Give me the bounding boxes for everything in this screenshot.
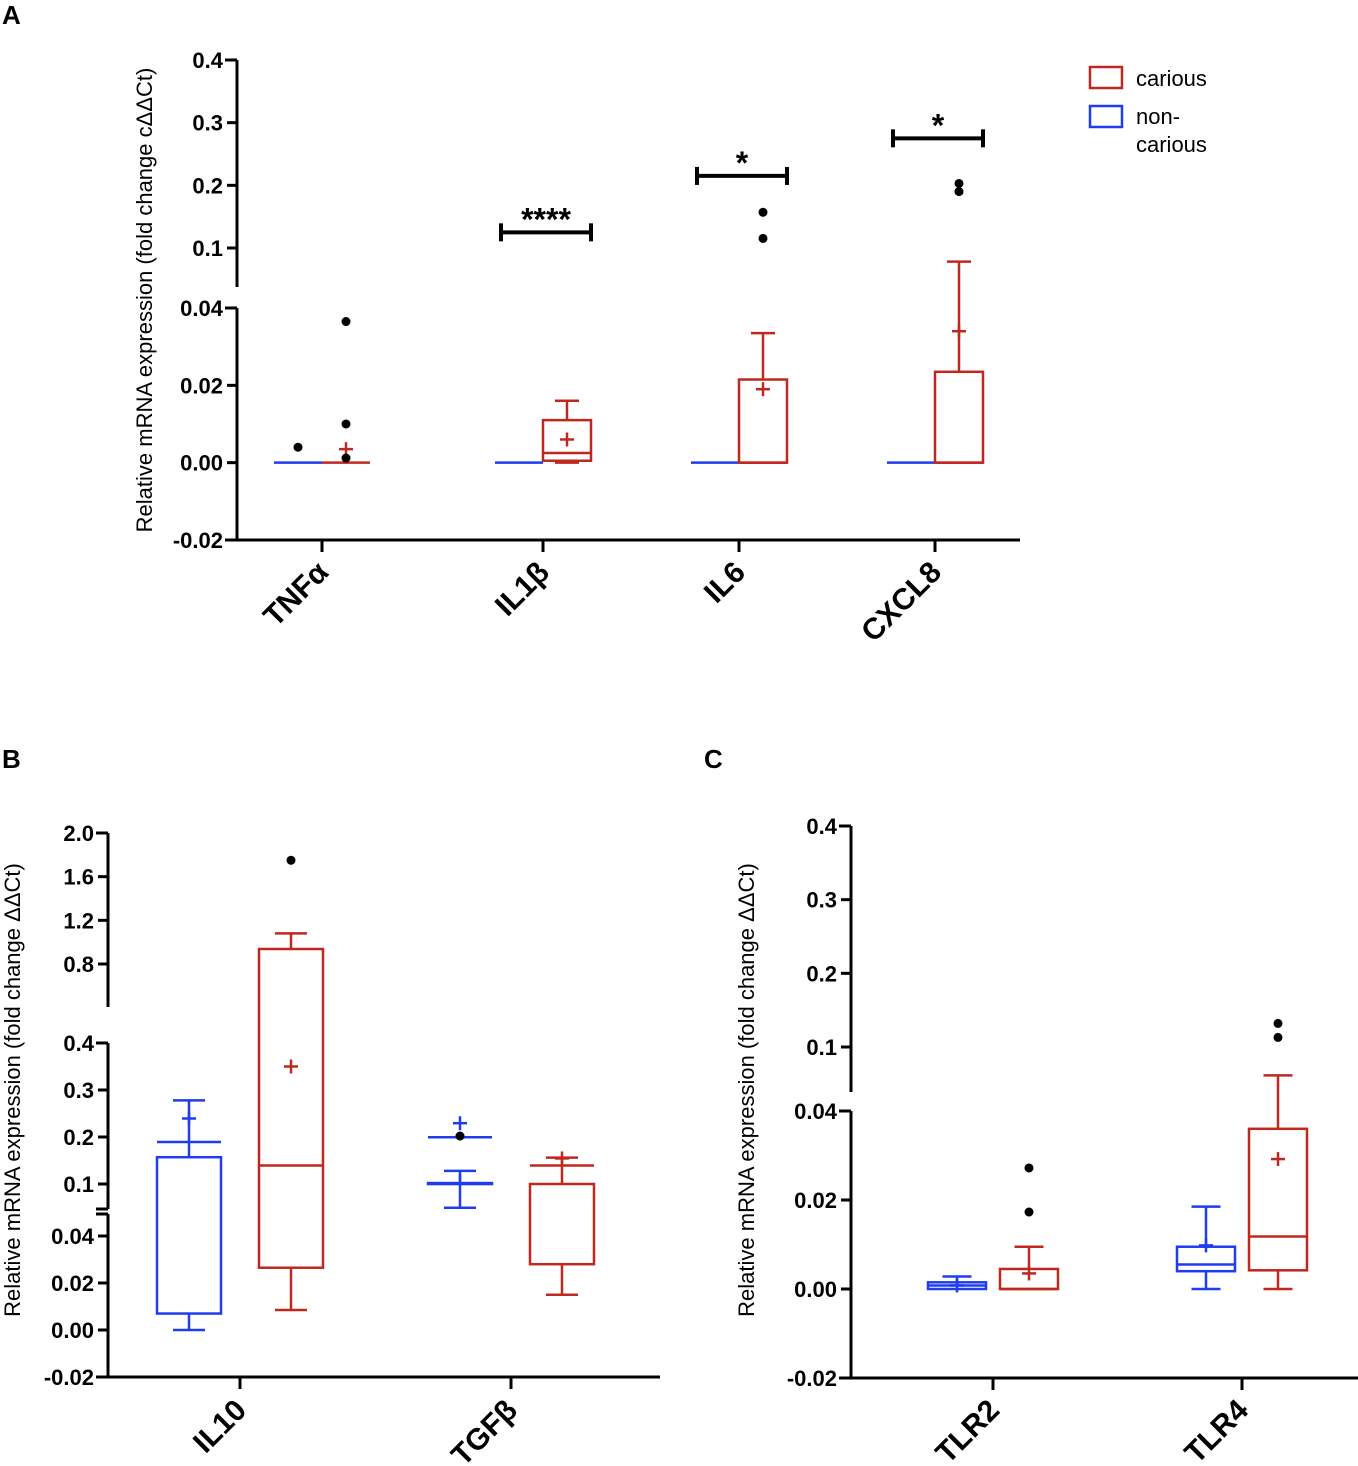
panel-b-box-il10-non-carious [155, 1099, 223, 1332]
box-body [257, 947, 325, 1269]
panel-c-y-tick-label: 0.2 [806, 961, 837, 986]
panel-b-y-tick-label: 1.6 [63, 865, 94, 890]
outlier-point [341, 419, 351, 429]
outlier-point [1024, 1163, 1034, 1173]
panel-b-y-tick-label: 0.04 [51, 1224, 95, 1249]
panel-b-y-tick-label: -0.02 [44, 1365, 94, 1390]
panel-c-y-tick-label: 0.4 [806, 814, 837, 839]
panel-a-x-tick-label-cxcl8: CXCL8 [855, 556, 948, 649]
plot-area-c: -0.02 0.00 0.02 0.04 0.1 0.2 0.3 0.4 TLR2 TLR4 [787, 814, 1358, 1466]
panel-b-y-tick-label: 0.1 [63, 1172, 94, 1197]
panel-a-box-tnfa-non-carious [274, 442, 322, 464]
significance-label: * [932, 107, 945, 143]
panel-a-significance-il6: * [695, 145, 789, 185]
panel-b-box-tgfb-carious [528, 1151, 596, 1296]
legend-label-carious: carious [1136, 66, 1207, 91]
panel-a-box-tnfa-carious [322, 317, 370, 464]
panel-a-significance-il1b: **** [499, 201, 593, 242]
panel-a-y-tick-label: 0.04 [180, 296, 224, 321]
panel-a-y-tick-label: 0.1 [192, 236, 223, 261]
outlier-point [341, 317, 351, 327]
panel-label-b: B [2, 744, 21, 774]
panel-b-y-tick-label: 0.4 [63, 1031, 94, 1056]
panel-a-y-tick-label: 0.02 [180, 373, 223, 398]
plot-area-b: -0.02 0.00 0.02 0.04 0.1 0.2 0.3 0.4 0.8 1.2 1.6 2.… [44, 821, 660, 1466]
panel-b-y-tick-label: 0.3 [63, 1078, 94, 1103]
outlier-point [341, 453, 351, 463]
panel-a-box-il1b-carious [541, 399, 593, 464]
y-axis-label-a: Relative mRNA expression (fold change cΔ… [132, 68, 157, 533]
outlier-point [1273, 1032, 1283, 1042]
panel-c-box-tlr4-non-carious [1175, 1205, 1237, 1291]
panel-c-y-tick-label: 0.1 [806, 1035, 837, 1060]
legend: carious non- carious [1088, 65, 1207, 157]
outlier-point [1024, 1207, 1034, 1217]
panel-b-y-tick-label: 0.02 [51, 1271, 94, 1296]
panel-b-y-tick-label: 0.8 [63, 952, 94, 977]
panel-c-y-tick-label: 0.02 [794, 1188, 837, 1213]
panel-a-y-tick-label: -0.02 [173, 528, 223, 553]
panel-b-x-tick-label-tgfb: TGFβ [445, 1394, 524, 1466]
panel-b-y-tick-label: 0.00 [51, 1318, 94, 1343]
plot-area-a: -0.02 0.00 0.02 0.04 0.1 0.2 0.3 0.4 TNFα IL1β IL6… [173, 48, 1020, 649]
outlier-point [954, 178, 964, 188]
panel-b-y-tick-label: 0.2 [63, 1125, 94, 1150]
panel-b-box-il10-carious [257, 855, 325, 1312]
panel-a: A Relative mRNA expression (fold change … [2, 0, 1020, 649]
panel-c-y-tick-label: 0.3 [806, 888, 837, 913]
panel-a-y-tick-label: 0.3 [192, 111, 223, 136]
panel-a-y-tick-label: 0.2 [192, 173, 223, 198]
box-body [426, 1181, 494, 1186]
outlier-point [954, 187, 964, 197]
outlier-point [758, 233, 768, 243]
panel-c-box-tlr2-non-carious [926, 1275, 988, 1293]
panel-a-box-cxcl8-carious [933, 178, 985, 464]
panel-a-y-tick-label: 0.4 [192, 48, 223, 73]
y-axis-label-b: Relative mRNA expression (fold change ΔΔ… [0, 863, 25, 1317]
panel-b-y-tick-label: 2.0 [63, 821, 94, 846]
panel-c-x-tick-label-tlr4: TLR4 [1179, 1393, 1256, 1466]
panel-c-box-tlr4-carious [1247, 1018, 1309, 1291]
panel-c-y-tick-label: 0.04 [794, 1099, 838, 1124]
outlier-point [455, 1131, 465, 1141]
panel-c-x-tick-label-tlr2: TLR2 [930, 1394, 1006, 1466]
panel-b: B Relative mRNA expression (fold change … [0, 744, 660, 1466]
box-body [528, 1182, 596, 1266]
panel-c-box-tlr2-carious [998, 1163, 1060, 1291]
outlier-point [293, 442, 303, 452]
panel-a-box-il6-carious [737, 207, 789, 464]
significance-label: **** [521, 201, 571, 237]
legend-label-non-carious-line2: carious [1136, 132, 1207, 157]
panel-c-y-tick-label: 0.00 [794, 1277, 837, 1302]
panel-a-y-tick-label: 0.00 [180, 451, 223, 476]
significance-label: * [736, 145, 749, 181]
panel-c-y-tick-label: -0.02 [787, 1366, 837, 1391]
panel-b-x-tick-label-il10: IL10 [187, 1394, 253, 1460]
panel-a-x-tick-label-il1b: IL1β [489, 556, 556, 623]
panel-label-a: A [2, 0, 21, 30]
box-body [541, 418, 593, 462]
y-axis-label-c: Relative mRNA expression (fold change ΔΔ… [734, 863, 759, 1317]
box-body [155, 1155, 223, 1315]
legend-swatch-carious [1088, 65, 1124, 90]
panel-a-significance-cxcl8: * [891, 107, 985, 148]
panel-b-box-tgfb-non-carious [426, 1116, 494, 1210]
box-body [1247, 1127, 1309, 1272]
panel-c: C Relative mRNA expression (fold change … [704, 744, 1358, 1466]
box-body [933, 370, 985, 464]
panel-label-c: C [704, 744, 723, 774]
legend-label-non-carious: non- [1136, 104, 1180, 129]
panel-a-x-tick-label-il6: IL6 [698, 556, 752, 610]
panel-b-y-tick-label: 1.2 [63, 908, 94, 933]
outlier-point [758, 207, 768, 217]
outlier-point [286, 855, 296, 865]
legend-swatch-non-carious [1088, 104, 1124, 129]
panel-a-x-tick-label-tnfa: TNFα [257, 555, 335, 633]
outlier-point [1273, 1018, 1283, 1028]
